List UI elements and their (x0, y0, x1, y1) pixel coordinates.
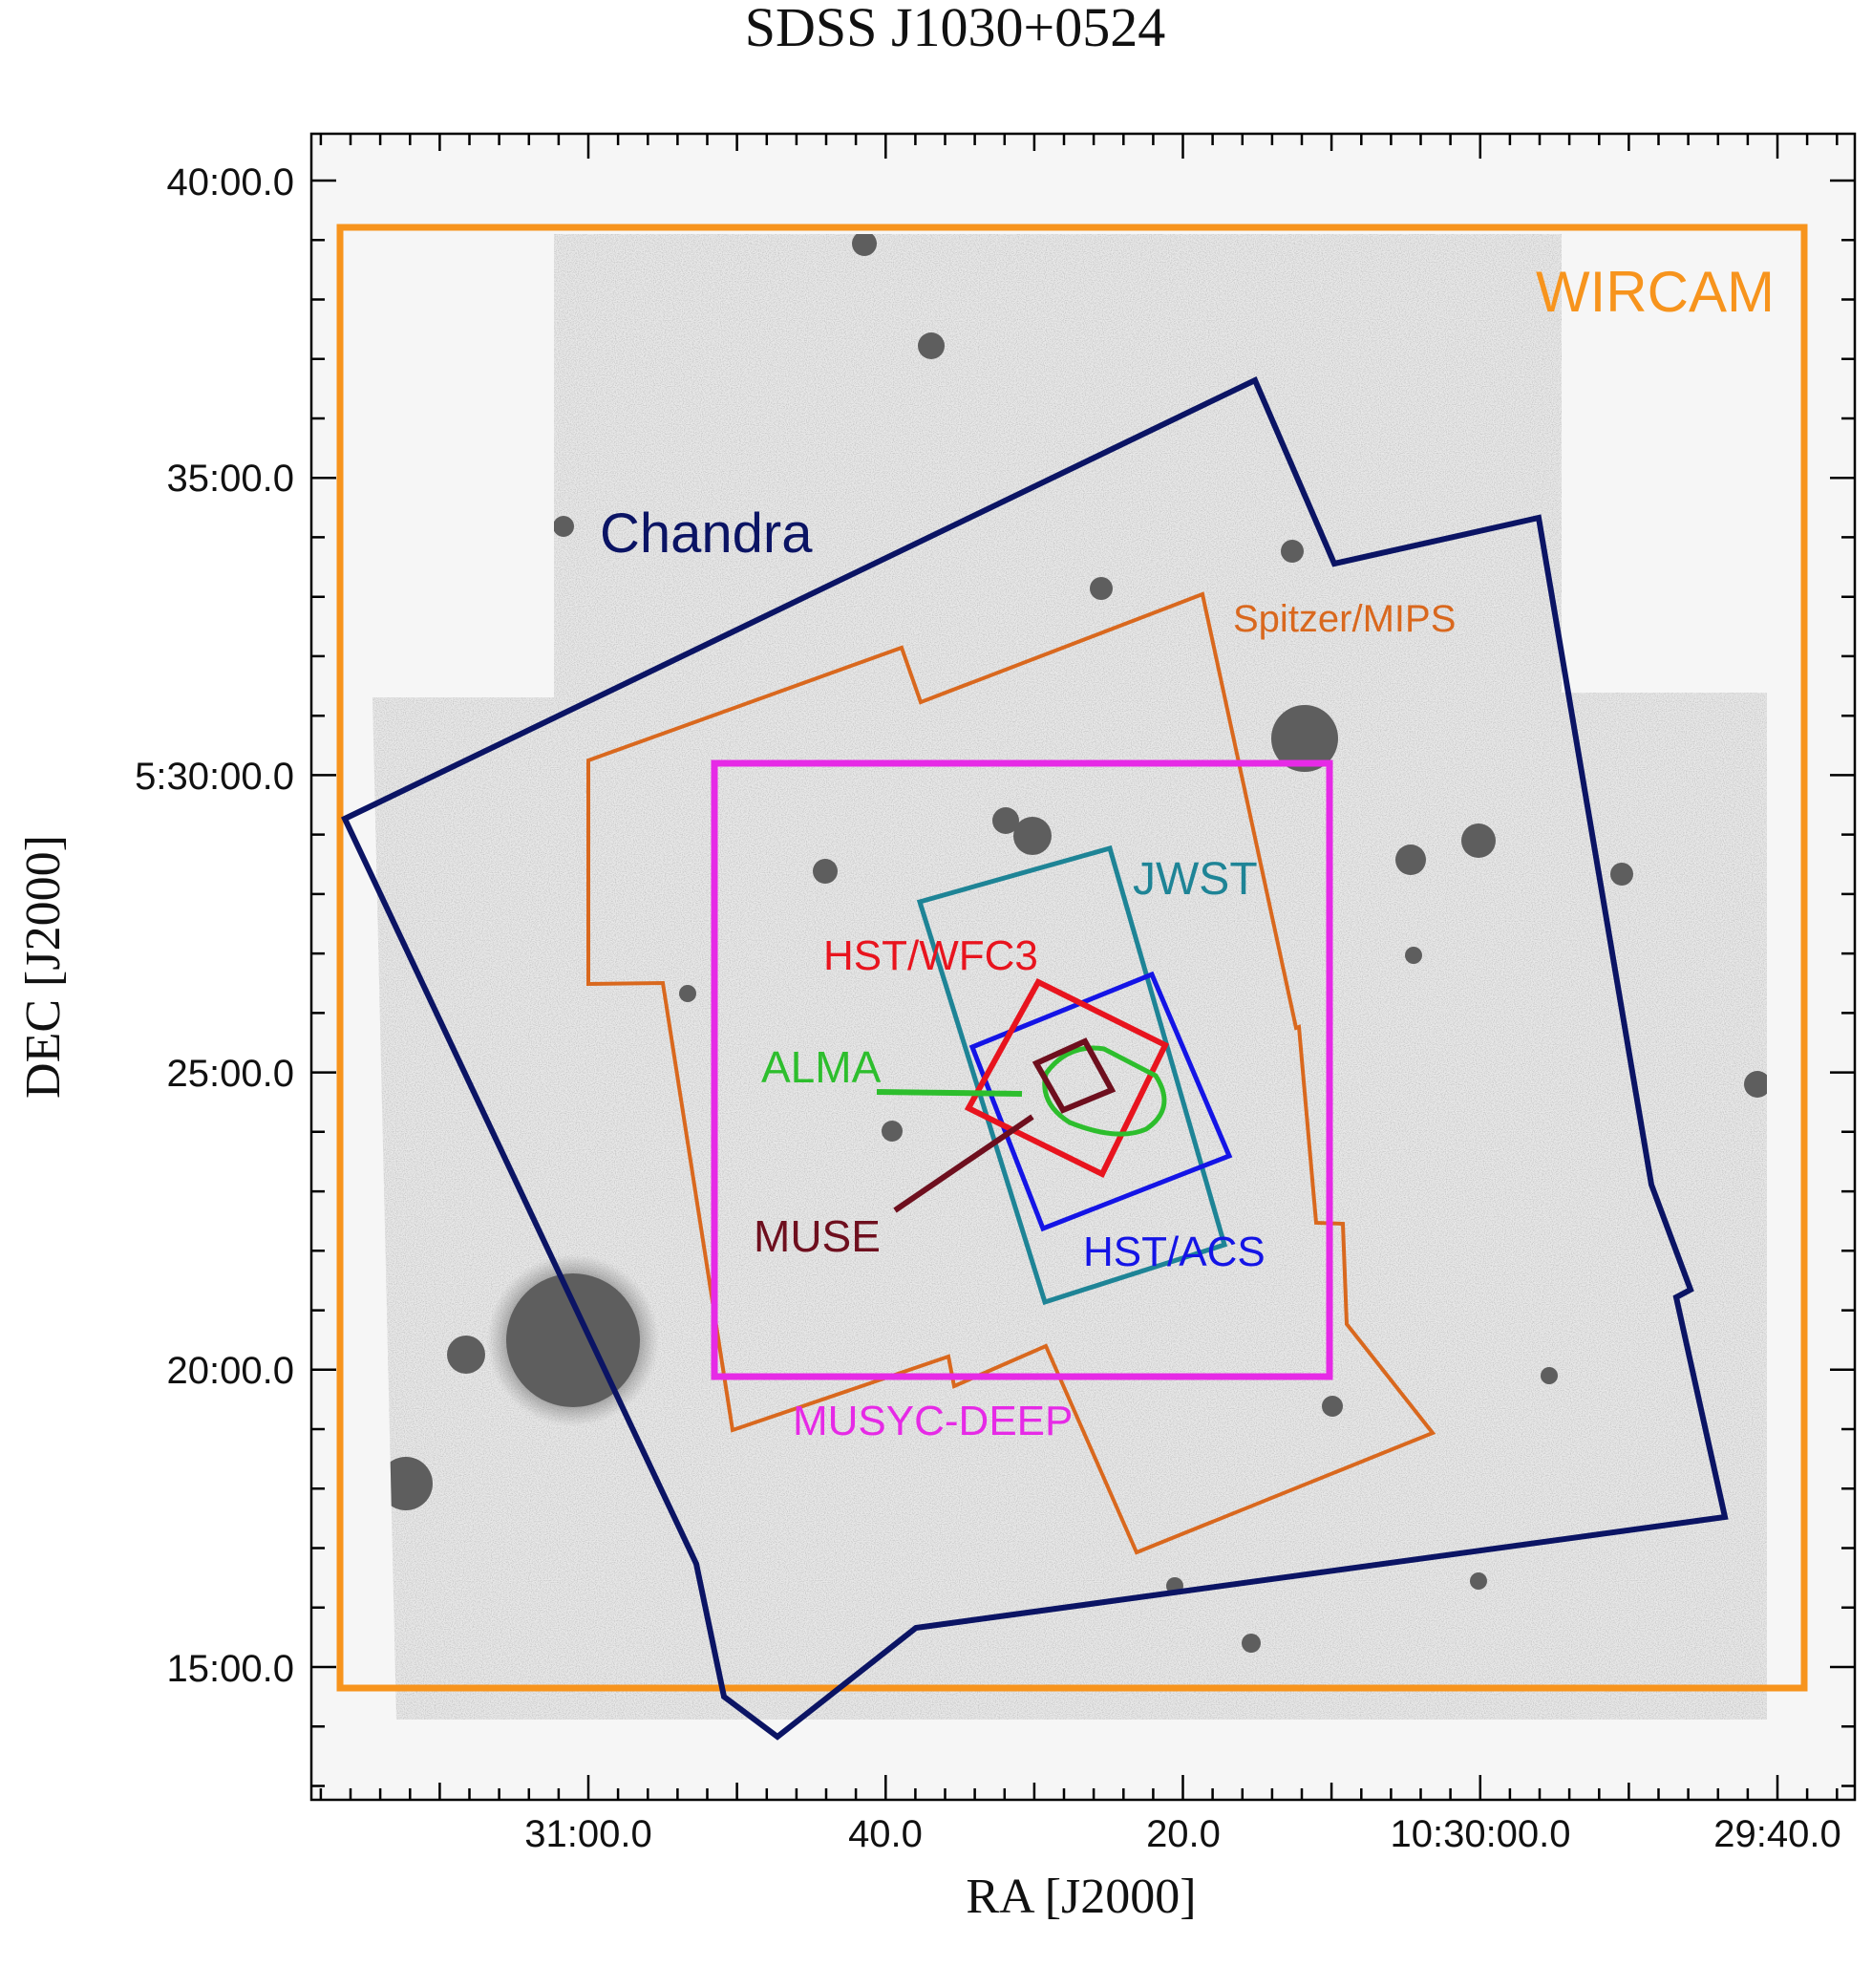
chandra-footprint (341, 375, 1729, 1741)
x-tick-label: 29:40.0 (1713, 1813, 1840, 1855)
hst-acs-footprint (968, 971, 1233, 1232)
jwst-footprint (916, 844, 1228, 1306)
y-tick-label: 25:00.0 (167, 1053, 294, 1095)
y-tick-label: 40:00.0 (167, 161, 294, 203)
spitzer-mips-label: Spitzer/MIPS (1233, 598, 1456, 640)
y-tick-labels: 40:00.0 35:00.0 5:30:00.0 25:00.0 20:00.… (135, 161, 294, 1690)
musyc-deep-label: MUSYC-DEEP (793, 1398, 1073, 1444)
wircam-label: WIRCAM (1536, 260, 1775, 324)
y-tick-label: 15:00.0 (167, 1648, 294, 1690)
plot-frame (309, 132, 1857, 1802)
muse-leader-line (893, 1114, 1034, 1213)
x-axis-label: RA [J2000] (966, 1870, 1196, 1924)
alma-leader-line (876, 1089, 1023, 1097)
hst-acs-label: HST/ACS (1083, 1229, 1266, 1275)
jwst-label: JWST (1133, 854, 1258, 905)
alma-label: ALMA (761, 1042, 882, 1092)
x-tick-labels: 31:00.0 40.0 20.0 10:30:00.0 29:40.0 (524, 1813, 1840, 1855)
hst-wfc3-label: HST/WFC3 (823, 932, 1038, 979)
spitzer-footprint (586, 591, 1436, 1555)
x-tick-label: 10:30:00.0 (1390, 1813, 1570, 1855)
x-tick-label: 40.0 (848, 1813, 923, 1855)
y-tick-label: 5:30:00.0 (135, 756, 294, 798)
x-tick-label: 20.0 (1146, 1813, 1221, 1855)
y-tick-label: 35:00.0 (167, 458, 294, 500)
y-axis-label: DEC [J2000] (16, 835, 71, 1099)
hst-wfc3-footprint (964, 978, 1170, 1179)
sky-image (372, 234, 1767, 1720)
figure-title: SDSS J1030+0524 (745, 0, 1165, 58)
muse-label: MUSE (754, 1211, 881, 1261)
bright-sources (379, 234, 1767, 1653)
muse-footprint (1032, 1037, 1117, 1114)
musyc-deep-footprint (711, 759, 1333, 1380)
chandra-label: Chandra (600, 502, 813, 565)
y-tick-label: 20:00.0 (167, 1350, 294, 1392)
x-tick-label: 31:00.0 (524, 1813, 651, 1855)
wircam-footprint (336, 224, 1808, 1692)
